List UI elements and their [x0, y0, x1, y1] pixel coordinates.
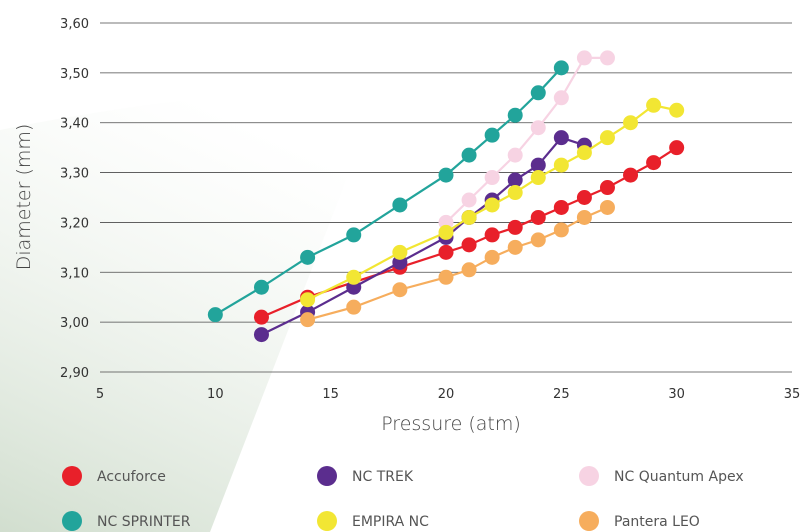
- data-point: [461, 209, 477, 225]
- data-point: [253, 309, 269, 325]
- data-point: [484, 127, 500, 143]
- series-empira-nc: [300, 97, 685, 308]
- data-point: [461, 192, 477, 208]
- y-tick-labels: 2,90 3,00 3,10 3,20 3,30 3,40 3,50 3,60: [60, 17, 89, 381]
- y-axis-title: Diameter (mm): [13, 124, 35, 271]
- data-point: [576, 190, 592, 205]
- series-nc-quantum-apex: [438, 50, 615, 230]
- data-point: [623, 167, 639, 183]
- data-point: [438, 269, 454, 285]
- x-tick-labels: 5 10 15 20 25 30 35: [96, 387, 800, 402]
- legend-marker: [62, 511, 82, 531]
- y-tick-label: 3,30: [60, 167, 89, 182]
- data-point: [253, 327, 269, 343]
- data-point: [599, 130, 615, 146]
- series-accuforce: [253, 140, 685, 325]
- data-point: [553, 90, 569, 106]
- data-point: [623, 115, 639, 131]
- legend-marker: [317, 511, 337, 531]
- data-point: [669, 102, 685, 118]
- x-tick-label: 25: [553, 387, 570, 402]
- data-point: [392, 244, 408, 260]
- data-point: [507, 147, 523, 163]
- y-tick-label: 3,40: [60, 117, 89, 132]
- data-point: [576, 209, 592, 225]
- x-tick-label: 20: [438, 387, 455, 402]
- data-point: [530, 157, 546, 173]
- x-tick-label: 5: [96, 387, 104, 402]
- data-point: [646, 155, 662, 171]
- x-tick-label: 30: [668, 387, 685, 402]
- data-point: [530, 232, 546, 248]
- data-point: [530, 170, 546, 186]
- legend-label: NC TREK: [352, 469, 414, 485]
- data-point: [484, 227, 500, 243]
- data-point: [553, 157, 569, 173]
- data-point: [530, 85, 546, 101]
- data-point: [507, 172, 523, 188]
- y-tick-label: 3,50: [60, 67, 89, 82]
- legend-marker: [579, 511, 599, 531]
- legend-marker: [317, 466, 337, 486]
- background-decoration: [0, 80, 385, 532]
- data-point: [438, 244, 454, 260]
- data-point: [599, 50, 615, 66]
- y-tick-label: 3,60: [60, 17, 89, 32]
- legend-marker: [62, 466, 82, 486]
- data-point: [461, 237, 477, 253]
- data-point: [646, 97, 662, 113]
- data-point: [438, 167, 454, 183]
- data-point: [507, 239, 523, 255]
- data-point: [392, 282, 408, 298]
- data-point: [669, 140, 685, 156]
- data-point: [553, 222, 569, 238]
- legend-marker: [579, 466, 599, 486]
- legend-label: Accuforce: [97, 469, 166, 485]
- data-point: [438, 224, 454, 240]
- data-point: [507, 107, 523, 123]
- data-point: [553, 199, 569, 215]
- data-point: [207, 307, 223, 323]
- data-point: [599, 180, 615, 196]
- data-point: [346, 299, 362, 315]
- data-point: [484, 170, 500, 186]
- data-point: [253, 279, 269, 295]
- data-point: [599, 199, 615, 215]
- legend-label: NC Quantum Apex: [614, 469, 744, 485]
- y-tick-label: 3,00: [60, 316, 89, 331]
- plot-area: [207, 50, 685, 343]
- data-point: [507, 219, 523, 235]
- data-point: [300, 312, 316, 328]
- data-point: [300, 292, 316, 308]
- series-nc-sprinter: [207, 60, 569, 323]
- y-tick-label: 3,20: [60, 216, 89, 231]
- legend: Accuforce NC TREK NC Quantum Apex NC SPRINT…: [62, 466, 744, 531]
- data-point: [553, 130, 569, 146]
- data-point: [392, 197, 408, 213]
- y-tick-label: 2,90: [60, 366, 89, 381]
- x-axis-title: Pressure (atm): [381, 413, 521, 435]
- data-point: [576, 50, 592, 66]
- legend-label: Pantera LEO: [614, 514, 700, 530]
- series-pantera-leo: [300, 199, 615, 328]
- data-point: [507, 185, 523, 201]
- x-tick-label: 35: [784, 387, 801, 402]
- x-tick-label: 15: [322, 387, 339, 402]
- data-point: [530, 120, 546, 136]
- legend-label: NC SPRINTER: [97, 514, 191, 530]
- data-point: [300, 249, 316, 265]
- data-point: [576, 145, 592, 161]
- data-point: [553, 60, 569, 76]
- data-point: [346, 269, 362, 285]
- legend-label: EMPIRA NC: [352, 514, 429, 530]
- x-tick-label: 10: [207, 387, 224, 402]
- y-tick-label: 3,10: [60, 266, 89, 281]
- data-point: [346, 227, 362, 243]
- data-point: [484, 197, 500, 213]
- data-point: [461, 147, 477, 163]
- data-point: [461, 262, 477, 278]
- data-point: [530, 209, 546, 225]
- data-point: [484, 249, 500, 265]
